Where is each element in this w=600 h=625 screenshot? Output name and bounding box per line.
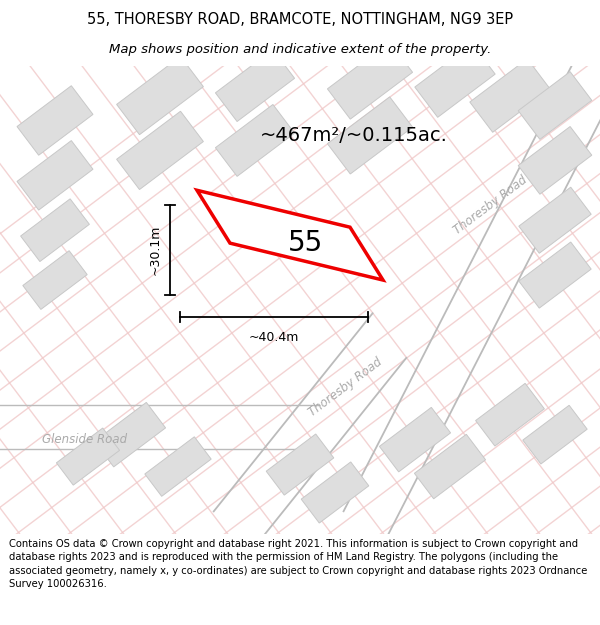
Polygon shape xyxy=(23,251,87,309)
Polygon shape xyxy=(17,141,93,210)
Text: ~30.1m: ~30.1m xyxy=(149,225,162,276)
Text: 55: 55 xyxy=(287,229,323,257)
Polygon shape xyxy=(17,86,93,155)
Text: Thoresby Road: Thoresby Road xyxy=(451,173,529,237)
Text: 55, THORESBY ROAD, BRAMCOTE, NOTTINGHAM, NG9 3EP: 55, THORESBY ROAD, BRAMCOTE, NOTTINGHAM,… xyxy=(87,12,513,27)
Polygon shape xyxy=(518,72,592,139)
Text: Map shows position and indicative extent of the property.: Map shows position and indicative extent… xyxy=(109,42,491,56)
Polygon shape xyxy=(197,190,383,280)
Polygon shape xyxy=(476,383,544,446)
Polygon shape xyxy=(116,56,203,135)
Polygon shape xyxy=(470,59,550,132)
Polygon shape xyxy=(116,111,203,189)
Text: Thoresby Road: Thoresby Road xyxy=(306,355,384,419)
Text: Glenside Road: Glenside Road xyxy=(43,433,128,446)
Polygon shape xyxy=(56,428,119,485)
Polygon shape xyxy=(523,405,587,464)
Polygon shape xyxy=(519,187,591,253)
Polygon shape xyxy=(94,402,166,467)
Text: Contains OS data © Crown copyright and database right 2021. This information is : Contains OS data © Crown copyright and d… xyxy=(9,539,587,589)
Polygon shape xyxy=(415,44,495,118)
Polygon shape xyxy=(301,462,369,523)
Polygon shape xyxy=(215,49,295,121)
Polygon shape xyxy=(145,437,211,496)
Text: ~467m²/~0.115ac.: ~467m²/~0.115ac. xyxy=(260,126,448,145)
Polygon shape xyxy=(328,97,413,174)
Polygon shape xyxy=(328,42,413,119)
Text: ~40.4m: ~40.4m xyxy=(249,331,299,344)
Polygon shape xyxy=(519,242,591,308)
Polygon shape xyxy=(379,408,451,472)
Polygon shape xyxy=(20,199,89,261)
Polygon shape xyxy=(518,126,592,194)
Polygon shape xyxy=(266,434,334,495)
Polygon shape xyxy=(215,104,295,176)
Polygon shape xyxy=(415,434,485,499)
